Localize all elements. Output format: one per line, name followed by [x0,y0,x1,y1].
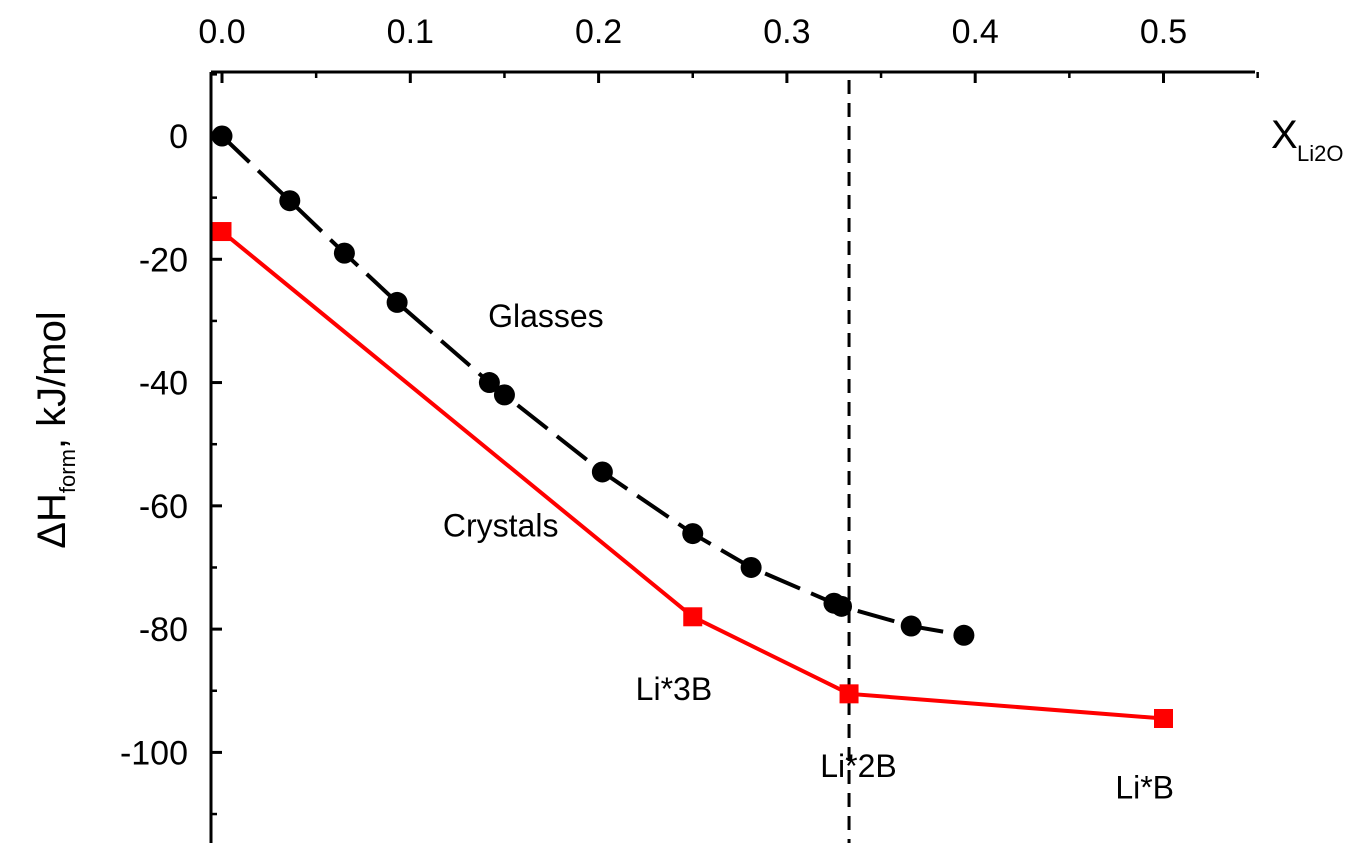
series-line [220,229,1164,721]
y-tick-label: -100 [120,734,188,772]
data-point [386,291,408,313]
x-tick-label: 0.1 [387,13,434,51]
y-axis-title-suffix: , kJ/mol [30,311,74,449]
series-1 [212,222,1173,728]
y-axis-title-prefix: ΔH [30,493,74,549]
annotation-layer: Glasses Crystals Li*3B Li*2B Li*B [443,298,1174,806]
y-tick-label: -80 [139,611,188,649]
x-axis-title-main: X [1271,113,1298,157]
x-tick-label: 0.5 [1140,13,1187,51]
data-point [478,372,500,394]
x-tick-label: 0.4 [952,13,999,51]
x-axis-title-subscript: Li2O [1297,141,1343,166]
x-tick-label: 0.0 [198,13,245,51]
data-point [900,615,922,637]
y-tick-label: 0 [169,118,188,156]
data-point [953,624,975,646]
x-tick-label: 0.3 [763,13,810,51]
data-point [1154,708,1173,728]
data-point [333,242,355,264]
y-tick-label: -20 [139,241,188,279]
axes: 0.0 0.1 0.2 0.3 0.4 0.5 0 -20 -40 -60 -80 -100 [120,13,1259,843]
data-point [493,384,515,406]
data-point [683,607,703,627]
data-point [279,190,301,212]
y-tick-label: -60 [139,488,188,526]
y-axis-title-text: ΔHform, kJ/mol [30,311,80,548]
data-point [839,684,859,704]
data-point [740,556,762,578]
x-tick-label: 0.2 [575,13,622,51]
data-point [831,595,853,617]
annotation-label: Crystals [443,508,559,544]
data-point [211,125,233,147]
y-axis-title: ΔHform, kJ/mol [30,311,80,548]
annotation-label: Li*3B [636,671,713,707]
y-tick-label: -40 [139,365,188,403]
series-layer [211,125,1173,728]
series-line [220,134,965,638]
series-0 [211,125,975,646]
data-point [212,222,232,242]
data-point [682,523,704,545]
annotation-label: Li*2B [820,748,897,784]
annotation-label: Glasses [488,298,604,334]
x-axis-title: X Li2O [1271,113,1343,166]
annotation-label: Li*B [1115,770,1174,806]
y-axis-title-subscript: form [55,449,80,493]
data-point [591,461,613,483]
